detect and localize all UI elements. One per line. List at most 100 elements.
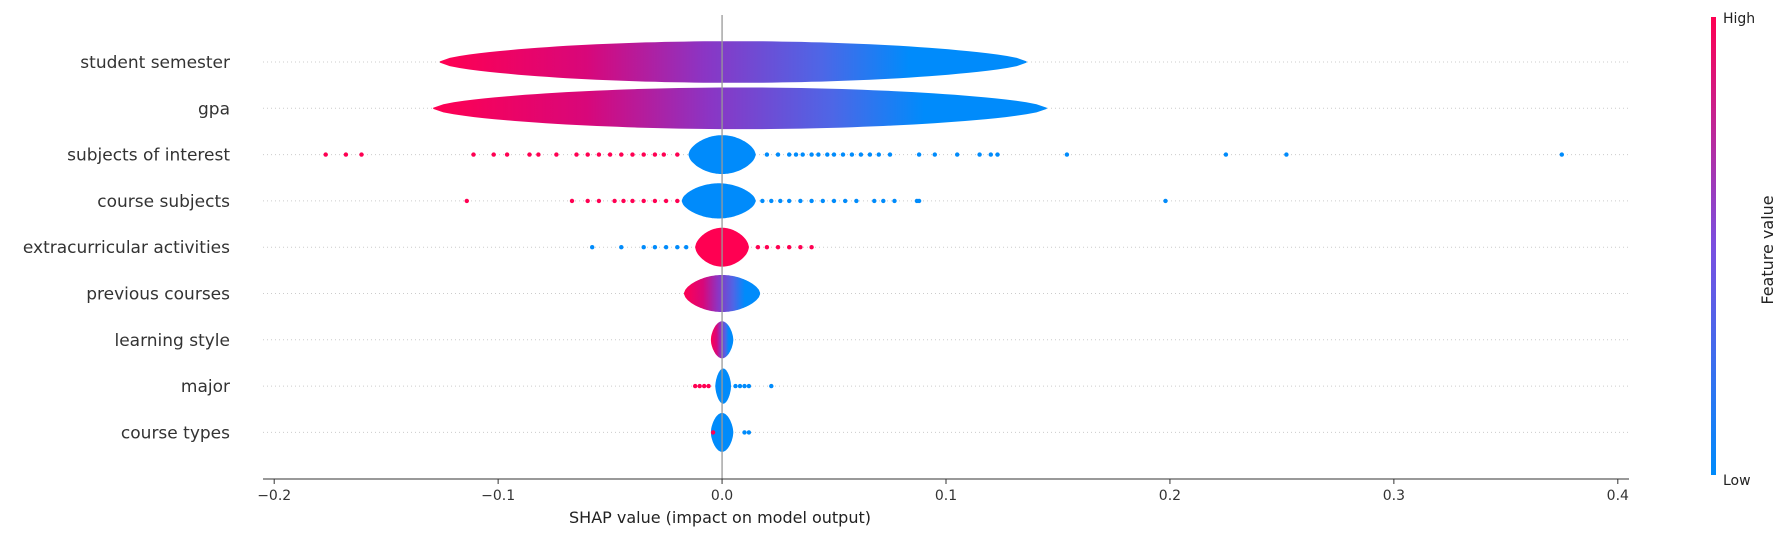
- feature-label: gpa: [198, 99, 230, 119]
- data-point: [612, 198, 617, 204]
- data-point: [887, 152, 893, 157]
- data-point: [809, 245, 814, 250]
- data-point: [596, 198, 602, 204]
- x-tick-label: 0.1: [935, 488, 957, 504]
- data-point: [621, 198, 626, 204]
- label-layer: student semester gpa subjects of interest c…: [23, 53, 230, 443]
- data-point: [471, 152, 476, 157]
- violin: [439, 41, 1027, 83]
- feature-label: learning style: [114, 331, 230, 351]
- data-point: [527, 152, 532, 157]
- data-point: [554, 152, 559, 157]
- data-point: [464, 198, 469, 204]
- data-point: [843, 198, 848, 204]
- colorbar-title: Feature value: [1758, 195, 1777, 304]
- data-point: [977, 152, 982, 157]
- data-point: [876, 152, 881, 157]
- data-point: [916, 198, 922, 204]
- data-point: [793, 152, 799, 157]
- data-point: [809, 198, 814, 204]
- points-layer: [323, 152, 1565, 435]
- data-point: [641, 198, 646, 204]
- data-point: [867, 152, 873, 157]
- feature-label: extracurricular activities: [23, 238, 230, 258]
- data-point: [663, 198, 669, 204]
- data-point: [661, 152, 666, 157]
- feature-label: major: [181, 377, 230, 397]
- data-point: [787, 245, 792, 250]
- feature-label: previous courses: [86, 285, 230, 305]
- colorbar-high-label: High: [1723, 11, 1755, 27]
- data-point: [663, 245, 669, 250]
- data-point: [574, 152, 579, 157]
- data-point: [1163, 198, 1168, 204]
- data-point: [746, 430, 752, 435]
- x-tick-label: 0.3: [1383, 488, 1405, 504]
- data-point: [1284, 152, 1289, 157]
- data-point: [596, 152, 602, 157]
- data-point: [809, 152, 814, 157]
- data-point: [702, 383, 707, 389]
- data-point: [1223, 152, 1229, 157]
- data-point: [775, 152, 781, 157]
- data-point: [764, 245, 770, 250]
- data-point: [840, 152, 846, 157]
- data-point: [675, 152, 680, 157]
- data-point: [769, 383, 774, 389]
- feature-label: course types: [121, 423, 230, 443]
- violin: [715, 368, 731, 404]
- violins-layer: [263, 41, 1629, 452]
- data-point: [343, 152, 349, 157]
- data-point: [1559, 152, 1565, 157]
- data-point: [652, 198, 658, 204]
- data-point: [881, 198, 886, 204]
- data-point: [737, 383, 743, 389]
- data-point: [641, 152, 646, 157]
- data-point: [585, 198, 590, 204]
- data-point: [764, 152, 770, 157]
- data-point: [693, 383, 698, 389]
- data-point: [742, 430, 747, 435]
- data-point: [746, 383, 752, 389]
- data-point: [831, 152, 837, 157]
- data-point: [630, 152, 635, 157]
- data-point: [995, 152, 1000, 157]
- x-axis-label: SHAP value (impact on model output): [569, 508, 871, 527]
- data-point: [652, 152, 658, 157]
- x-tick-label: −0.2: [257, 488, 291, 504]
- data-point: [619, 152, 624, 157]
- data-point: [800, 152, 805, 157]
- data-point: [697, 383, 702, 389]
- x-tick-label: 0.2: [1159, 488, 1181, 504]
- data-point: [798, 198, 803, 204]
- data-point: [675, 245, 680, 250]
- x-tick-label: 0.4: [1607, 488, 1629, 504]
- data-point: [858, 152, 864, 157]
- data-point: [820, 198, 825, 204]
- data-point: [504, 152, 510, 157]
- data-point: [769, 198, 774, 204]
- data-point: [323, 152, 328, 157]
- data-point: [641, 245, 646, 250]
- data-point: [932, 152, 937, 157]
- data-point: [816, 152, 821, 157]
- data-point: [569, 198, 575, 204]
- x-tick-label: −0.1: [481, 488, 515, 504]
- data-point: [619, 245, 624, 250]
- data-point: [831, 198, 837, 204]
- data-point: [849, 152, 855, 157]
- data-point: [710, 430, 716, 435]
- data-point: [733, 383, 738, 389]
- data-point: [760, 198, 765, 204]
- data-point: [854, 198, 859, 204]
- data-point: [755, 245, 761, 250]
- colorbar-low-label: Low: [1723, 473, 1751, 489]
- data-point: [825, 152, 830, 157]
- data-point: [1064, 152, 1070, 157]
- data-point: [955, 152, 960, 157]
- data-point: [892, 198, 897, 204]
- data-point: [706, 383, 711, 389]
- data-point: [742, 383, 747, 389]
